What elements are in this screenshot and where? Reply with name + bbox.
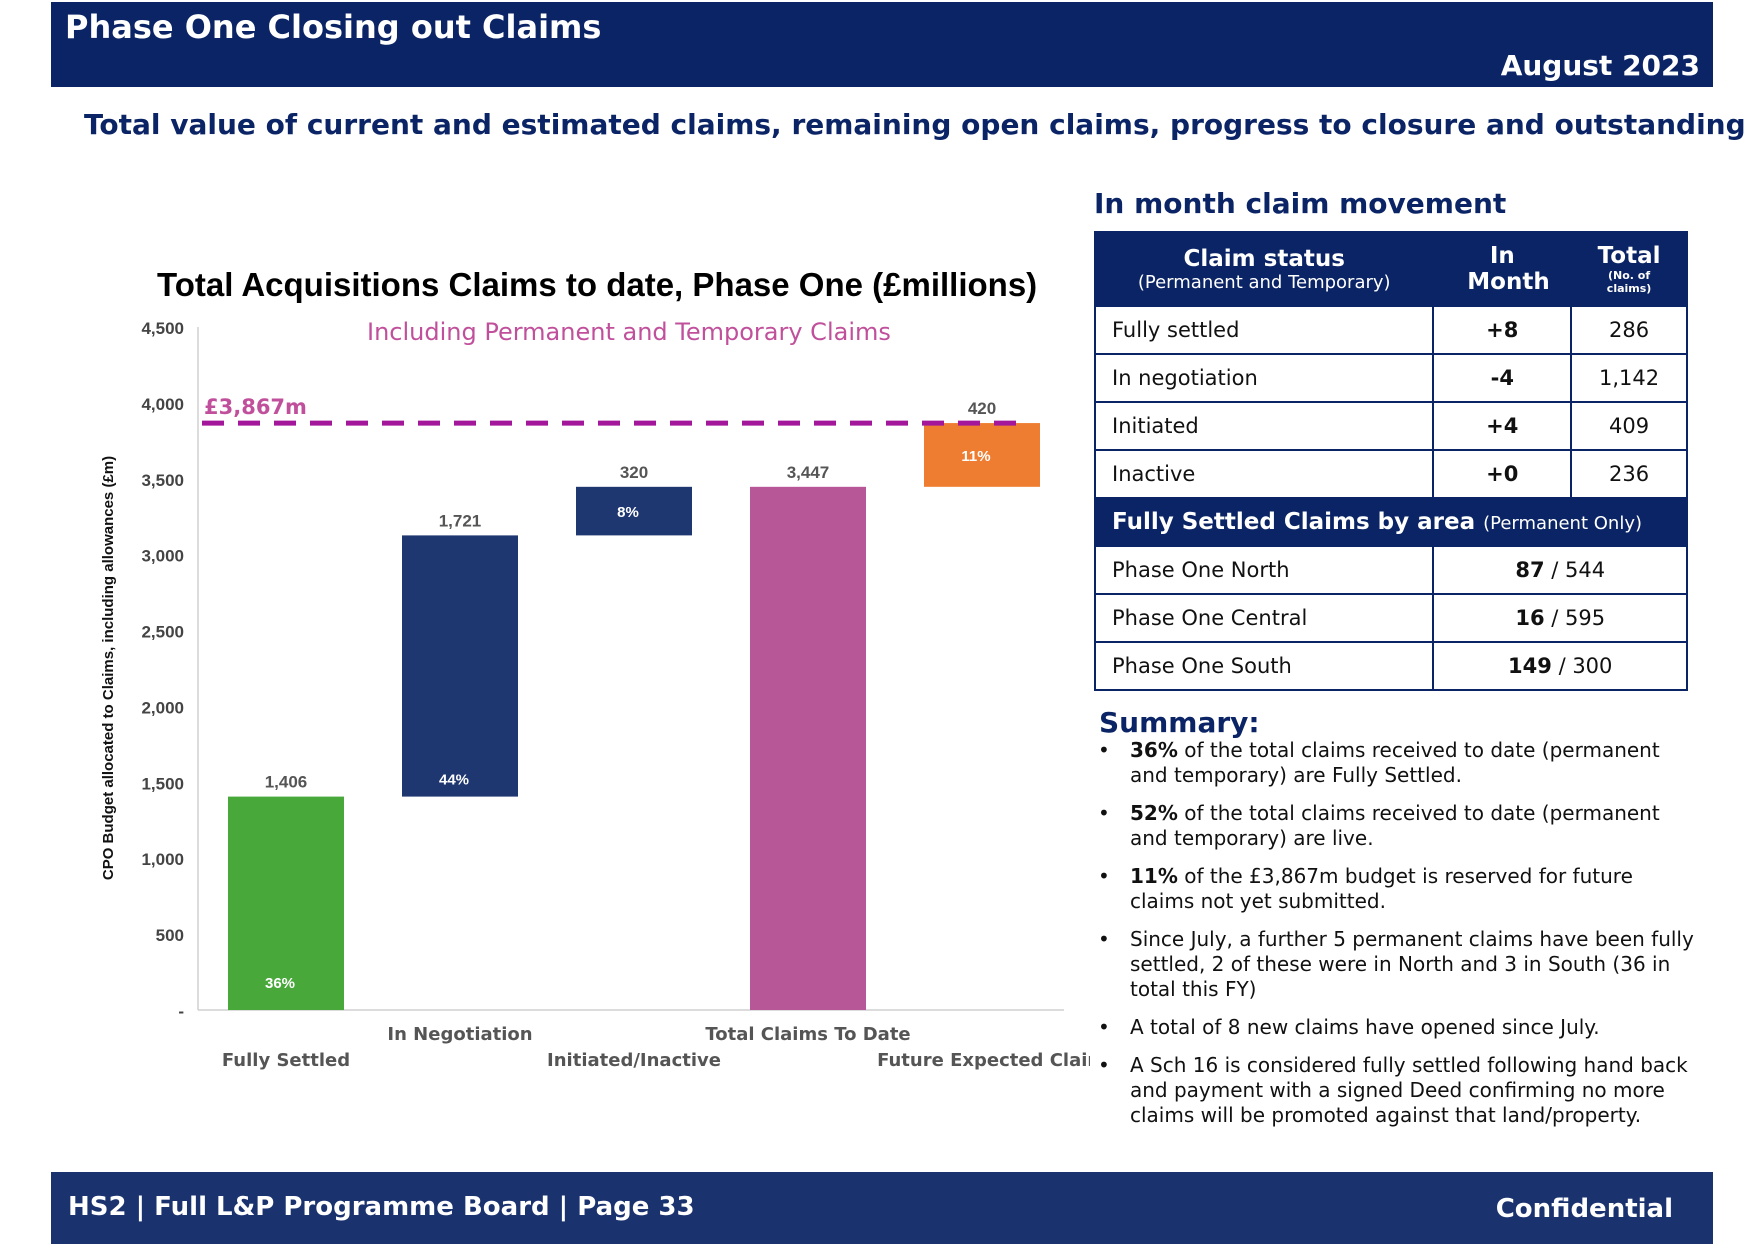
confidential-label: Confidential xyxy=(1495,1194,1673,1224)
page-header: Phase One Closing out Claims August 2023 xyxy=(51,2,1713,87)
table-row: Inactive +0 236 xyxy=(1093,449,1688,499)
table-row: Fully settled +8 286 xyxy=(1093,305,1688,355)
month-cell: +4 xyxy=(1432,401,1573,451)
percent-label: 8% xyxy=(617,504,639,521)
bar xyxy=(924,423,1040,487)
month-cell: +8 xyxy=(1432,305,1573,355)
table-row: In negotiation -4 1,142 xyxy=(1093,353,1688,403)
status-cell: Inactive xyxy=(1093,449,1435,499)
percent-label: 36% xyxy=(265,975,295,992)
data-label: 420 xyxy=(968,399,996,418)
y-axis-label: CPO Budget allocated to Claims, includin… xyxy=(100,456,117,880)
waterfall-chart: - 500 1,000 1,500 2,000 2,500 3,000 3,500 4,000 4… xyxy=(100,319,1090,1071)
summary-item: A Sch 16 is considered fully settled fol… xyxy=(1096,1053,1696,1128)
summary-item: Since July, a further 5 permanent claims… xyxy=(1096,927,1696,1002)
total-cell: 286 xyxy=(1570,305,1688,355)
category-label: Future Expected Claims xyxy=(877,1050,1090,1071)
y-tick-label: 2,500 xyxy=(141,623,184,642)
y-tick-label: 1,000 xyxy=(141,850,184,869)
y-tick-label: 500 xyxy=(156,926,184,945)
header-in-month: In Month xyxy=(1432,231,1573,307)
chart-title: Total Acquisitions Claims to date, Phase… xyxy=(157,266,1038,303)
bar xyxy=(402,535,518,797)
summary-list: 36% of the total claims received to date… xyxy=(1096,738,1696,1141)
budget-reference-label: £3,867m xyxy=(204,395,307,419)
month-cell: +0 xyxy=(1432,449,1573,499)
area-total: / 544 xyxy=(1551,558,1606,582)
chart-subtitle: Including Permanent and Temporary Claims xyxy=(367,318,891,346)
area-settled: 149 xyxy=(1508,654,1552,678)
summary-item: 52% of the total claims received to date… xyxy=(1096,801,1696,851)
area-section-header: Fully Settled Claims by area (Permanent … xyxy=(1094,497,1688,547)
report-date: August 2023 xyxy=(1500,49,1700,82)
category-label: Initiated/Inactive xyxy=(547,1050,721,1071)
y-tick-label: 4,500 xyxy=(141,319,184,338)
data-label: 1,721 xyxy=(439,511,482,530)
bar xyxy=(750,486,866,1010)
area-total: / 595 xyxy=(1551,606,1606,630)
y-tick-label: 2,000 xyxy=(141,698,184,717)
table-row: Initiated +4 409 xyxy=(1093,401,1688,451)
area-section-note: (Permanent Only) xyxy=(1483,513,1642,534)
area-settled: 87 xyxy=(1515,558,1545,582)
summary-item: 36% of the total claims received to date… xyxy=(1096,738,1696,788)
data-label: 1,406 xyxy=(265,773,308,792)
y-tick-label: - xyxy=(178,1002,184,1021)
status-cell: Fully settled xyxy=(1093,305,1435,355)
total-cell: 409 xyxy=(1570,401,1688,451)
area-name: Phase One South xyxy=(1093,641,1435,691)
area-settled: 16 xyxy=(1515,606,1545,630)
bar xyxy=(228,796,344,1010)
area-row: Phase One South 149 / 300 xyxy=(1093,641,1688,691)
area-section-title: Fully Settled Claims by area xyxy=(1112,509,1476,535)
category-label: Fully Settled xyxy=(222,1050,350,1071)
page-subtitle: Total value of current and estimated cla… xyxy=(84,108,1754,141)
y-tick-label: 4,000 xyxy=(141,395,184,414)
summary-item: 11% of the £3,867m budget is reserved fo… xyxy=(1096,864,1696,914)
total-cell: 1,142 xyxy=(1570,353,1688,403)
status-cell: In negotiation xyxy=(1093,353,1435,403)
data-label: 320 xyxy=(620,463,648,482)
percent-label: 44% xyxy=(439,772,469,789)
summary-title: Summary: xyxy=(1099,706,1260,739)
claim-movement-table: Claim status (Permanent and Temporary) I… xyxy=(1093,231,1688,691)
y-tick-label: 3,500 xyxy=(141,471,184,490)
page-title: Phase One Closing out Claims xyxy=(65,8,602,46)
category-label: In Negotiation xyxy=(387,1024,532,1045)
area-total: / 300 xyxy=(1558,654,1613,678)
header-total: Total (No. of claims) xyxy=(1570,231,1688,307)
area-row: Phase One Central 16 / 595 xyxy=(1093,593,1688,643)
footer-text: HS2 | Full L&P Programme Board | Page 33 xyxy=(68,1192,695,1222)
y-tick-label: 1,500 xyxy=(141,774,184,793)
percent-label: 11% xyxy=(961,448,990,465)
category-label: Total Claims To Date xyxy=(705,1024,910,1045)
page-footer: HS2 | Full L&P Programme Board | Page 33… xyxy=(51,1172,1713,1244)
month-cell: -4 xyxy=(1432,353,1573,403)
area-row: Phase One North 87 / 544 xyxy=(1093,545,1688,595)
data-label: 3,447 xyxy=(787,463,830,482)
status-cell: Initiated xyxy=(1093,401,1435,451)
total-cell: 236 xyxy=(1570,449,1688,499)
y-tick-label: 3,000 xyxy=(141,547,184,566)
area-name: Phase One Central xyxy=(1093,593,1435,643)
table-header-row: Claim status (Permanent and Temporary) I… xyxy=(1093,231,1688,307)
area-name: Phase One North xyxy=(1093,545,1435,595)
movement-title: In month claim movement xyxy=(1094,187,1507,220)
bar xyxy=(576,486,692,536)
summary-item: A total of 8 new claims have opened sinc… xyxy=(1096,1015,1696,1040)
header-claim-status: Claim status (Permanent and Temporary) xyxy=(1093,231,1435,307)
